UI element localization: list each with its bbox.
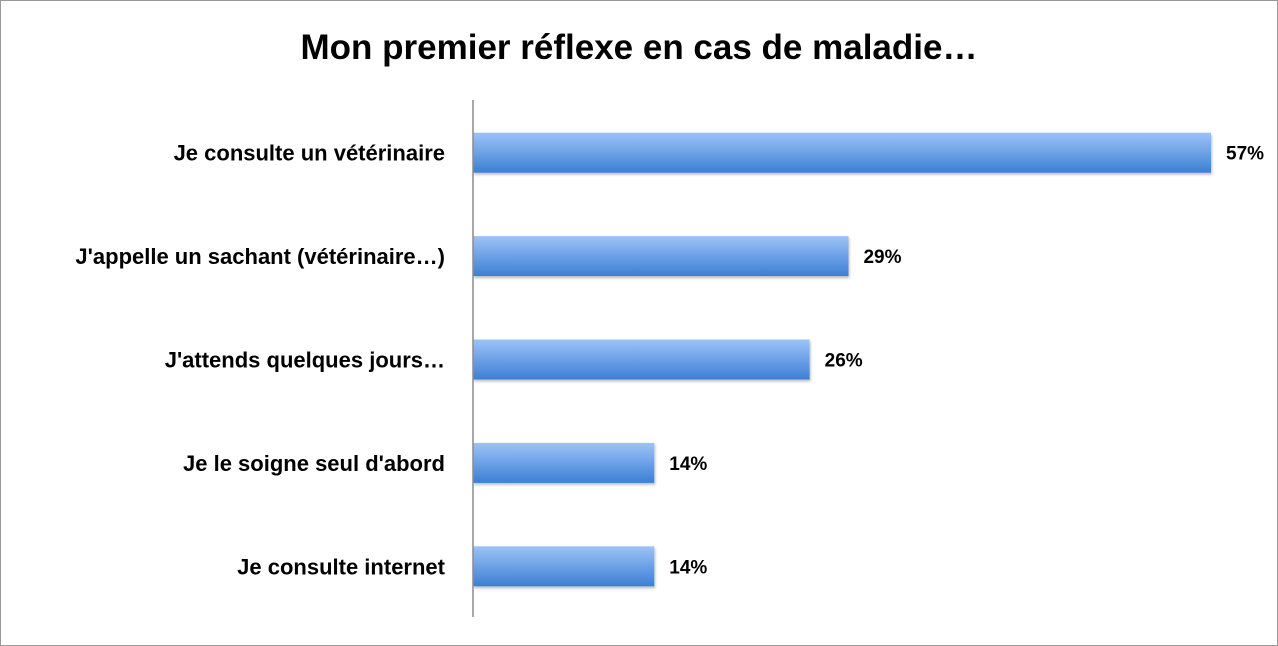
category-label: Je le soigne seul d'abord: [183, 451, 445, 476]
value-label: 14%: [669, 557, 707, 578]
chart-title: Mon premier réflexe en cas de maladie…: [300, 28, 978, 67]
category-label: J'appelle un sachant (vétérinaire…): [75, 244, 445, 269]
bars-layer: [473, 132, 1211, 587]
bar: [473, 546, 655, 587]
bar: [473, 132, 1211, 173]
value-label: 57%: [1226, 144, 1264, 165]
value-label: 26%: [825, 351, 863, 372]
value-label: 14%: [669, 454, 707, 475]
bar: [473, 339, 810, 380]
category-label: Je consulte internet: [237, 554, 446, 579]
category-label: J'attends quelques jours…: [165, 348, 445, 373]
category-label: Je consulte un vétérinaire: [174, 141, 445, 166]
labels-layer: Je consulte un vétérinaire 57% J'appelle u…: [75, 141, 1264, 580]
bar: [473, 442, 655, 483]
bar: [473, 236, 849, 277]
value-label: 29%: [863, 247, 901, 268]
